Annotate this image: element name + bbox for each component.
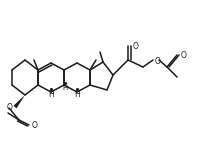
Text: O: O [181,51,187,59]
Text: O: O [133,41,139,51]
Text: O: O [32,122,38,130]
Text: H: H [74,89,80,99]
Text: H: H [62,85,68,91]
Text: O: O [6,104,12,112]
Polygon shape [13,95,25,108]
Text: H: H [48,89,54,99]
Text: O: O [155,57,161,65]
